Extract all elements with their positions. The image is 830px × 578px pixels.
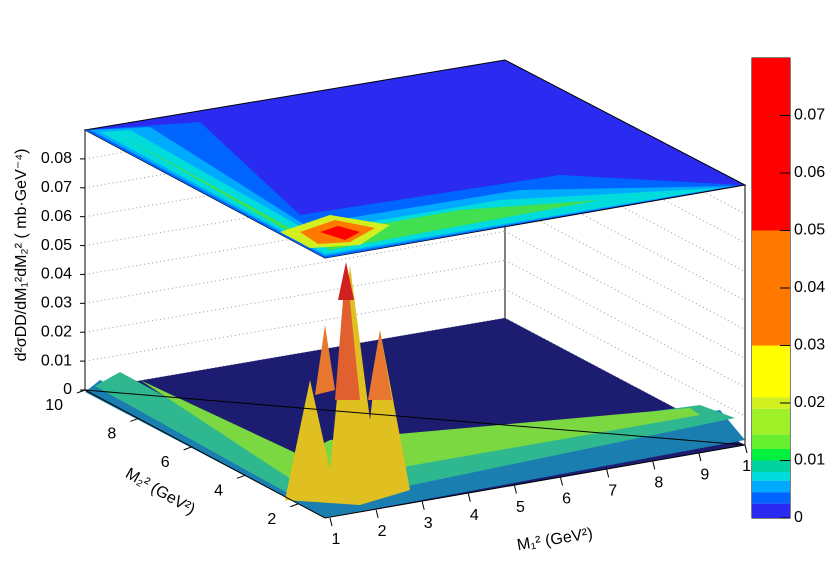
palette-tick-label: 0.01 bbox=[794, 452, 825, 469]
palette-band bbox=[752, 408, 790, 435]
x-tick bbox=[375, 509, 379, 519]
palette-tick-label: 0.03 bbox=[794, 337, 825, 354]
surface-peak bbox=[368, 330, 392, 400]
y-tick bbox=[236, 474, 246, 479]
x-tick-label: 6 bbox=[562, 491, 571, 508]
x-tick bbox=[329, 517, 333, 527]
surface-peak bbox=[338, 262, 354, 300]
y-tick bbox=[130, 417, 139, 422]
contour-plane bbox=[83, 59, 747, 259]
x-tick-label: 2 bbox=[378, 523, 387, 540]
x-tick bbox=[467, 493, 471, 502]
z-tick-label: 0.07 bbox=[41, 179, 72, 196]
x-tick-label: 9 bbox=[700, 466, 709, 483]
x-axis-title: M₁² (GeV²) bbox=[516, 525, 594, 554]
surface-peak bbox=[335, 262, 360, 400]
z-tick-label: 0.05 bbox=[41, 237, 72, 254]
z-tick-label: 0.03 bbox=[41, 295, 72, 312]
y-tick-label: 8 bbox=[107, 426, 116, 443]
x-tick bbox=[744, 444, 748, 454]
palette-band bbox=[752, 58, 790, 231]
palette-band bbox=[752, 460, 790, 472]
surface-peak bbox=[315, 325, 335, 395]
x-tick bbox=[606, 469, 610, 478]
y-tick bbox=[290, 503, 299, 508]
palette-band bbox=[752, 480, 790, 493]
surface bbox=[85, 262, 745, 518]
palette-band bbox=[752, 503, 790, 518]
x-tick bbox=[652, 461, 656, 470]
surface-ridge bbox=[140, 380, 700, 485]
contour-band bbox=[120, 135, 600, 250]
x-tick-label: 5 bbox=[516, 499, 525, 516]
z-tick-label: 0.04 bbox=[41, 266, 72, 283]
y-axis-title: M₂² (GeV²) bbox=[122, 465, 197, 518]
palette-tick-label: 0.04 bbox=[794, 279, 825, 296]
palette-band bbox=[752, 397, 790, 409]
palette-band bbox=[752, 345, 790, 398]
x-tick-label: 8 bbox=[654, 474, 663, 491]
contour-band bbox=[320, 226, 360, 240]
palette-band bbox=[752, 472, 790, 481]
grid-line bbox=[84, 259, 506, 333]
z-tick-label: 0.06 bbox=[41, 208, 72, 225]
y-tick bbox=[183, 446, 192, 451]
x-tick-label: 1 bbox=[332, 531, 341, 548]
palette-band bbox=[752, 434, 790, 449]
z-tick-label: 0 bbox=[63, 381, 72, 398]
palette-tick-label: 0.07 bbox=[794, 107, 825, 124]
palette-tick-label: 0 bbox=[794, 509, 803, 526]
x-tick bbox=[698, 452, 702, 462]
palette-tick-label: 0.05 bbox=[794, 222, 825, 239]
palette-band bbox=[752, 492, 790, 504]
y-tick-label: 6 bbox=[161, 454, 170, 471]
x-tick bbox=[560, 477, 564, 486]
x-tick bbox=[513, 485, 517, 494]
z-axis-title: d²σDD/dM₁²dM₂² ( mb·GeV⁻⁴) bbox=[13, 149, 30, 362]
x-tick-label: 4 bbox=[470, 507, 479, 524]
surface-ridge bbox=[95, 372, 735, 500]
palette-tick-label: 0.06 bbox=[794, 164, 825, 181]
grid-line bbox=[504, 202, 746, 330]
x-tick-label: 7 bbox=[608, 483, 617, 500]
palette-band bbox=[752, 449, 790, 461]
z-tick-label: 0.01 bbox=[41, 352, 72, 369]
y-tick-label: 10 bbox=[45, 397, 63, 414]
palette-tick-label: 0.02 bbox=[794, 394, 825, 411]
y-tick-label: 4 bbox=[214, 483, 223, 500]
z-tick-label: 0.08 bbox=[41, 150, 72, 167]
y-tick-label: 2 bbox=[267, 511, 276, 528]
floor-edge bbox=[84, 389, 746, 519]
y-tick bbox=[76, 389, 86, 394]
x-tick-label: 3 bbox=[424, 515, 433, 532]
z-tick-label: 0.02 bbox=[41, 323, 72, 340]
x-tick bbox=[421, 501, 425, 510]
